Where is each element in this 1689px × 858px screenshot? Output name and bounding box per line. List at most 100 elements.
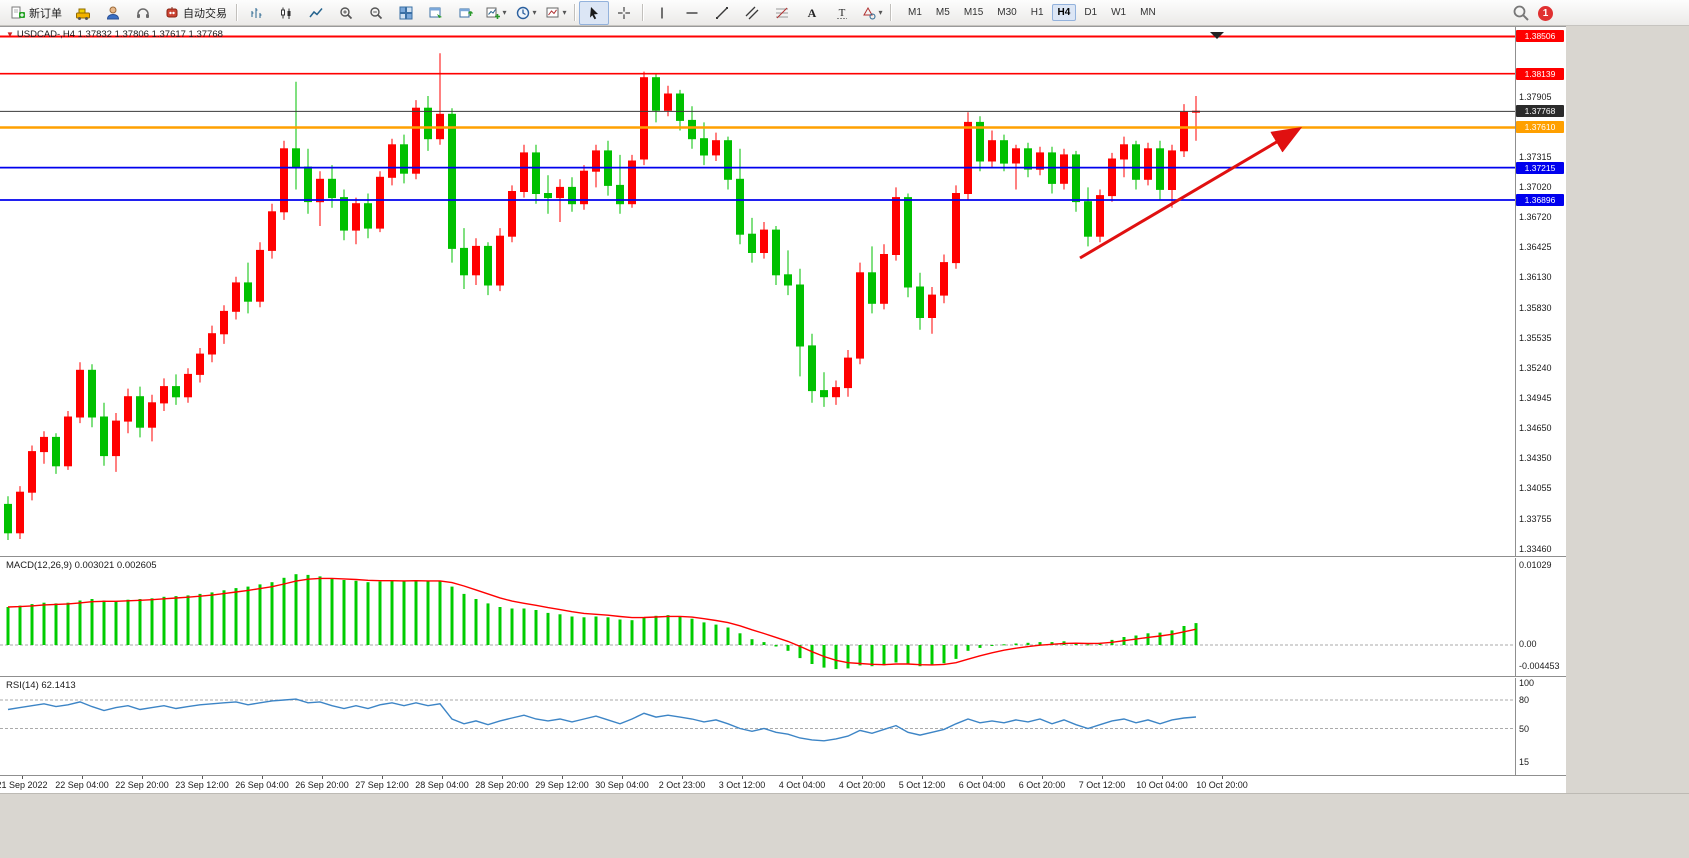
shapes-button[interactable]: ▾ <box>857 1 887 25</box>
macd-axis[interactable]: 0.01029 0.00 -0.004453 <box>1515 558 1566 676</box>
price-axis-tick: 1.36425 <box>1519 242 1552 252</box>
hline-price-box: 1.37215 <box>1516 162 1564 174</box>
time-axis-label: 10 Oct 20:00 <box>1196 780 1248 790</box>
time-axis-tick <box>742 776 743 779</box>
macd-axis-tick: 0.01029 <box>1519 560 1552 570</box>
time-axis-tick <box>442 776 443 779</box>
data-window-icon <box>429 7 442 18</box>
time-axis-tick <box>1042 776 1043 779</box>
data-window-button[interactable] <box>421 1 451 25</box>
strategy-tester-button[interactable] <box>451 1 481 25</box>
trendline-button[interactable] <box>707 1 737 25</box>
time-axis-label: 3 Oct 12:00 <box>718 780 766 790</box>
bar-chart-icon <box>251 7 262 18</box>
horizontal-line-objects[interactable] <box>0 35 1515 201</box>
new-order-button[interactable]: 新订单 <box>4 1 68 25</box>
crosshair-icon <box>618 6 630 19</box>
line-chart-button[interactable] <box>301 1 331 25</box>
templates-icon <box>546 7 559 17</box>
timeframe-m15-button[interactable]: M15 <box>963 7 984 18</box>
time-axis[interactable]: 21 Sep 2022 22 Sep 04:00 22 Sep 20:00 23 Se… <box>0 775 1566 793</box>
timeframe-mn-button[interactable]: MN <box>1140 7 1156 18</box>
hline-price-box: 1.38139 <box>1516 68 1564 80</box>
time-axis-label: 4 Oct 04:00 <box>778 780 826 790</box>
price-axis-tick: 1.34945 <box>1519 393 1552 403</box>
tile-windows-button[interactable] <box>391 1 421 25</box>
period-clock-button[interactable]: ▾ <box>511 1 541 25</box>
zoom-in-button[interactable] <box>331 1 361 25</box>
price-axis-tick: 1.35240 <box>1519 363 1552 373</box>
rsi-axis-tick: 15 <box>1519 757 1530 767</box>
time-axis-tick <box>982 776 983 779</box>
templates-button[interactable]: ▾ <box>541 1 571 25</box>
channel-button[interactable] <box>737 1 767 25</box>
time-axis-label: 22 Sep 20:00 <box>115 780 169 790</box>
panel-separator[interactable] <box>0 556 1566 558</box>
tile-windows-icon <box>399 6 413 19</box>
time-axis-tick <box>502 776 503 779</box>
time-axis-label: 30 Sep 04:00 <box>595 780 649 790</box>
price-axis-tick: 1.35830 <box>1519 303 1552 313</box>
trend-arrow-object[interactable] <box>1079 126 1303 260</box>
candlestick-chart-button[interactable] <box>271 1 301 25</box>
price-axis-tick: 1.33460 <box>1519 544 1552 554</box>
notification-badge[interactable]: 1 <box>1538 5 1553 21</box>
candles <box>4 53 1200 540</box>
crosshair-button[interactable] <box>609 1 639 25</box>
fibonacci-button[interactable] <box>767 1 797 25</box>
toolbar-separator <box>890 4 892 21</box>
time-axis-tick <box>262 776 263 779</box>
channel-icon <box>745 6 759 19</box>
time-axis-tick <box>862 776 863 779</box>
zoom-out-icon <box>370 6 383 19</box>
panel-separator[interactable] <box>0 676 1566 678</box>
rsi-axis[interactable]: 100 80 50 15 <box>1515 678 1566 775</box>
cursor-button[interactable] <box>579 0 609 25</box>
zoom-out-button[interactable] <box>361 1 391 25</box>
price-axis-tick: 1.36130 <box>1519 272 1552 282</box>
community-button[interactable] <box>98 1 128 25</box>
new-order-icon <box>11 6 25 18</box>
rsi-label: RSI(14) 62.1413 <box>6 680 76 691</box>
support-button[interactable] <box>128 1 158 25</box>
rsi-line <box>7 698 1197 742</box>
timeframe-h1-button[interactable]: H1 <box>1030 7 1044 18</box>
macd-panel[interactable]: MACD(12,26,9) 0.003021 0.002605 0.01029 0… <box>0 558 1566 676</box>
vertical-line-button[interactable] <box>647 1 677 25</box>
hline-price-box: 1.36896 <box>1516 194 1564 206</box>
chevron-down-icon: ▾ <box>532 8 537 17</box>
price-axis-tick: 1.36720 <box>1519 212 1552 222</box>
trendline-icon <box>716 6 728 19</box>
time-axis-tick <box>382 776 383 779</box>
macd-label: MACD(12,26,9) 0.003021 0.002605 <box>6 560 157 571</box>
time-axis-label: 27 Sep 12:00 <box>355 780 409 790</box>
toolbox-button[interactable] <box>68 1 98 25</box>
time-axis-tick <box>322 776 323 779</box>
horizontal-line-button[interactable] <box>677 1 707 25</box>
search-icon[interactable] <box>1512 4 1530 22</box>
timeframe-h4-button[interactable]: H4 <box>1051 4 1077 21</box>
autotrading-button[interactable]: 自动交易 <box>158 1 233 25</box>
chart-shift-marker-icon[interactable] <box>1210 32 1224 39</box>
svg-text:A: A <box>808 6 817 20</box>
macd-signal-line <box>7 577 1197 666</box>
text-label-button[interactable]: T <box>827 1 857 25</box>
timeframe-m1-button[interactable]: M1 <box>908 7 922 18</box>
text-icon: A <box>808 6 817 20</box>
svg-text:T: T <box>839 7 846 19</box>
price-axis[interactable]: 1.38506 1.38139 1.37768 1.37610 1.37215 1.368… <box>1515 27 1566 557</box>
price-chart-panel[interactable]: ▼ USDCAD-,H4 1.37832 1.37806 1.37617 1.3… <box>0 26 1566 557</box>
timeframe-m30-button[interactable]: M30 <box>997 7 1017 18</box>
current-price-box: 1.37768 <box>1516 105 1564 117</box>
time-axis-label: 28 Sep 04:00 <box>415 780 469 790</box>
bar-chart-button[interactable] <box>241 1 271 25</box>
new-chart-button[interactable]: ▾ <box>481 1 511 25</box>
toolbar-separator <box>642 4 644 21</box>
rsi-panel[interactable]: RSI(14) 62.1413 100 80 50 15 <box>0 678 1566 775</box>
shapes-icon <box>863 6 876 19</box>
fibonacci-icon <box>776 7 788 18</box>
timeframe-d1-button[interactable]: D1 <box>1084 7 1098 18</box>
timeframe-w1-button[interactable]: W1 <box>1111 7 1127 18</box>
text-button[interactable]: A <box>797 1 827 25</box>
timeframe-m5-button[interactable]: M5 <box>935 7 950 18</box>
